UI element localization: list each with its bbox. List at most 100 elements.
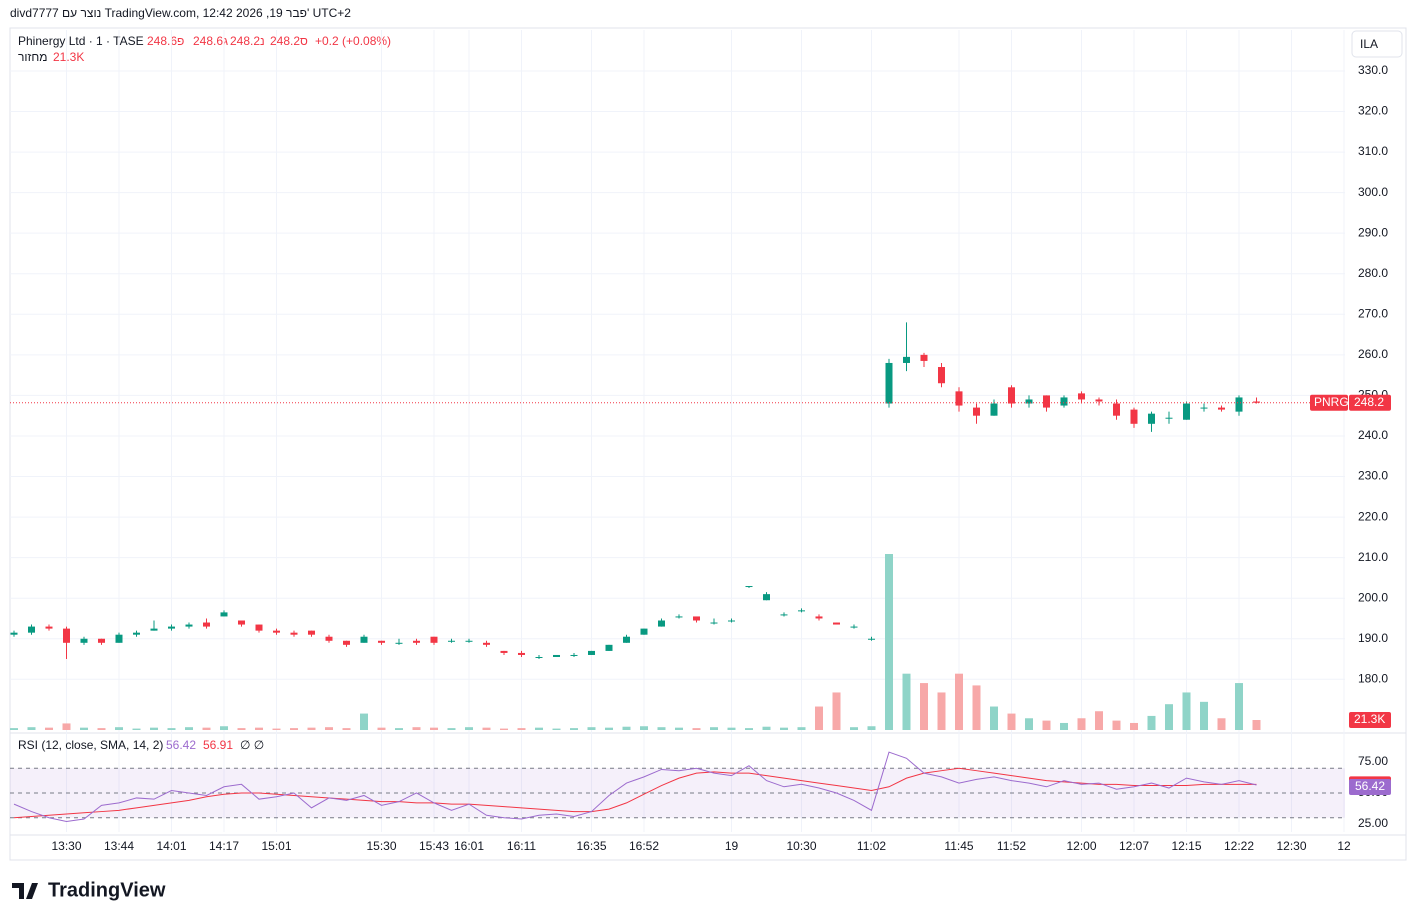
volume-bar — [517, 728, 526, 730]
volume-bar — [237, 728, 246, 730]
x-tick-label: 11:02 — [857, 839, 886, 853]
x-tick-label: 14:17 — [209, 839, 239, 853]
x-tick-label: 15:43 — [419, 839, 449, 853]
volume-bar — [185, 727, 193, 730]
candle-body — [693, 616, 700, 621]
candle-body — [745, 586, 753, 588]
volume-bar — [990, 706, 998, 730]
candle-body — [343, 640, 350, 645]
ohlc: פ248.6 — [147, 34, 184, 48]
volume-bar — [570, 728, 578, 730]
ohlc: ס248.2 — [270, 34, 308, 48]
candle-body — [290, 632, 298, 635]
volume-bar — [202, 727, 211, 730]
x-tick-label: 16:52 — [629, 839, 659, 853]
volume-bar — [412, 727, 421, 730]
price-label: 248.2 — [1354, 395, 1384, 409]
volume-bar — [1130, 722, 1138, 730]
volume-bar — [867, 726, 876, 730]
rsi-value: 56.42 — [166, 738, 196, 752]
candle-body — [430, 636, 438, 643]
volume-bar — [27, 727, 36, 730]
volume-bar — [780, 727, 788, 730]
logo-icon — [12, 883, 38, 899]
volume-bar — [290, 728, 298, 730]
x-tick-label: 16:01 — [454, 839, 484, 853]
volume-bar — [850, 727, 858, 730]
candle-body — [10, 632, 18, 635]
volume-bar — [745, 728, 753, 730]
candle-body — [1078, 393, 1085, 400]
candle-body — [1200, 407, 1208, 409]
candle-body — [220, 612, 228, 617]
volume-bar — [360, 713, 368, 730]
candle-body — [640, 628, 648, 635]
sma-value: 56.91 — [203, 738, 233, 752]
candle-body — [133, 632, 140, 635]
volume-bar — [1077, 718, 1086, 730]
volume-bar — [832, 692, 841, 730]
currency-button[interactable] — [1351, 30, 1403, 58]
y-tick-label: 300.0 — [1358, 185, 1388, 199]
volume-bar — [1165, 704, 1173, 730]
volume-bar — [1060, 722, 1068, 730]
volume-bar — [622, 726, 631, 730]
candle-body — [535, 656, 543, 658]
candle-body — [920, 354, 928, 361]
y-tick-label: 240.0 — [1358, 428, 1388, 442]
candle-body — [973, 407, 980, 416]
candle-body — [28, 626, 35, 633]
volume-bar — [1217, 718, 1226, 730]
candle-body — [1148, 413, 1155, 424]
volume-bar — [1182, 692, 1191, 730]
candle-body — [1095, 399, 1103, 402]
volume-bar — [885, 554, 893, 730]
x-tick-label: 11:52 — [997, 839, 1026, 853]
volume-bar — [972, 685, 981, 730]
rsi-title: RSI (12, close, SMA, 14, 2) — [18, 738, 163, 752]
candle-body — [623, 636, 630, 643]
candle-body — [168, 626, 175, 629]
volume-bar — [762, 726, 771, 730]
header-text: divd7777 נוצר עם TradingView.com, 12:42 … — [10, 6, 351, 20]
volume-bar — [1235, 683, 1243, 730]
candle-body — [273, 630, 280, 633]
x-tick-label: 14:01 — [156, 839, 186, 853]
x-tick-label: 12:15 — [1171, 839, 1201, 853]
volume-bar — [657, 727, 666, 730]
candle-body — [780, 614, 788, 616]
x-tick-label: 19 — [725, 839, 739, 853]
frame — [9, 27, 1407, 861]
volume-label: 21.3K — [1354, 712, 1385, 726]
volume-bar — [1112, 720, 1121, 730]
candle-body — [815, 616, 823, 619]
x-tick-label: 10:30 — [786, 839, 816, 853]
rsi-extra: ∅ ∅ — [240, 738, 264, 752]
volume-bar — [447, 728, 456, 730]
candle-body — [885, 362, 893, 404]
x-tick-label: 16:11 — [507, 839, 536, 853]
volume-bar — [937, 692, 946, 730]
candle-body — [570, 654, 578, 656]
volume-bar — [342, 728, 351, 730]
candle-body — [63, 628, 70, 643]
candle-body — [115, 634, 123, 643]
y-tick-label: 210.0 — [1358, 550, 1388, 564]
y-tick-label: 260.0 — [1358, 347, 1388, 361]
volume-bar — [10, 728, 18, 730]
y-tick-label: 280.0 — [1358, 266, 1388, 280]
volume-bar — [815, 706, 823, 730]
candle-body — [658, 620, 665, 627]
candle-body — [98, 638, 105, 643]
rsi-tick-label: 75.00 — [1358, 754, 1388, 768]
x-tick-label: 11:45 — [944, 839, 973, 853]
currency: ILA — [1360, 37, 1378, 51]
candle-body — [710, 622, 718, 624]
candle-body — [518, 652, 525, 655]
candle-body — [1043, 395, 1050, 408]
candle-body — [1060, 397, 1068, 406]
symbol-tag: PNRG — [1314, 395, 1349, 409]
volume-bar — [62, 723, 71, 730]
volume-bar — [587, 727, 596, 730]
x-tick-label: 12:00 — [1066, 839, 1096, 853]
